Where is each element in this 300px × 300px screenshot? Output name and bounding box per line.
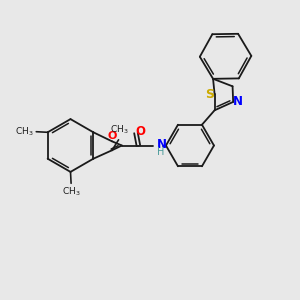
Text: O: O bbox=[136, 124, 146, 138]
Text: S: S bbox=[205, 88, 214, 101]
Text: N: N bbox=[233, 95, 243, 108]
Text: CH$_3$: CH$_3$ bbox=[15, 125, 34, 138]
Text: CH$_3$: CH$_3$ bbox=[62, 186, 80, 198]
Text: CH$_3$: CH$_3$ bbox=[110, 124, 129, 136]
Text: H: H bbox=[157, 147, 165, 157]
Text: O: O bbox=[108, 131, 117, 141]
Text: N: N bbox=[157, 138, 167, 152]
